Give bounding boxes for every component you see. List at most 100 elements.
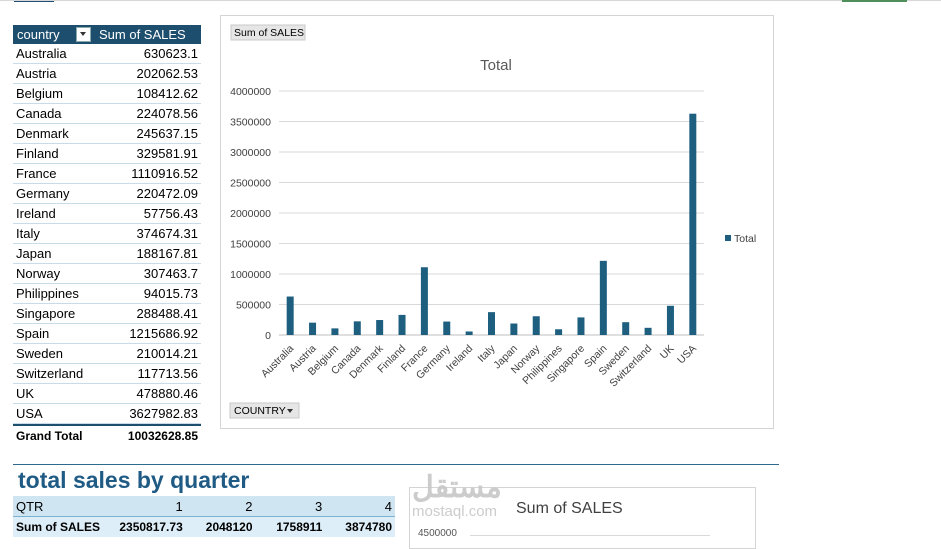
- sales-cell: 57756.43: [143, 206, 198, 221]
- y-tick-label: 3000000: [230, 147, 271, 159]
- bar-italy: [488, 312, 495, 335]
- country-cell: Canada: [16, 106, 62, 121]
- sum-q4: 3874780: [345, 520, 392, 534]
- sales-cell: 307463.7: [143, 266, 198, 281]
- table-row: Austria 202062.53: [13, 64, 201, 84]
- sales-cell: 94015.73: [143, 286, 198, 301]
- watermark-latin: mostaql.com: [412, 503, 498, 520]
- grand-total-row: Grand Total 10032628.85: [13, 424, 201, 445]
- y-tick-label: 1000000: [230, 269, 271, 281]
- top-border: [0, 0, 941, 1]
- qtr-3: 3: [315, 498, 323, 514]
- section-divider: [13, 464, 779, 465]
- bar-austria: [309, 322, 317, 335]
- bar-belgium: [331, 328, 339, 335]
- table-row: Canada 224078.56: [13, 104, 201, 124]
- bar-germany: [443, 321, 451, 335]
- sales-cell: 220472.09: [136, 186, 198, 201]
- bar-uk: [666, 305, 674, 335]
- sales-cell: 1110916.52: [131, 166, 198, 181]
- table-row: USA 3627982.83: [13, 404, 201, 424]
- bar-sweden: [622, 322, 630, 335]
- sales-cell: 478880.46: [136, 386, 198, 401]
- country-cell: Norway: [16, 266, 61, 281]
- pivot-chart[interactable]: Sum of SALES Total 0 500000 1000000 1500000 20…: [220, 15, 774, 429]
- y-tick-label: 2000000: [230, 208, 271, 220]
- table-row: Japan 188167.81: [13, 244, 201, 264]
- table-row: Singapore 288488.41: [13, 304, 201, 324]
- y-tick-label: 1500000: [230, 239, 271, 251]
- y-tick-label: 500000: [236, 300, 271, 312]
- qtr-1: 1: [175, 498, 183, 514]
- qtr-label: QTR: [16, 498, 44, 514]
- bar-usa: [689, 113, 697, 335]
- x-tick-label: UK: [658, 343, 677, 362]
- country-field-button[interactable]: [229, 402, 300, 419]
- table-row: Philippines 94015.73: [13, 284, 201, 304]
- quarter-chart-tick: 4500000: [418, 528, 457, 539]
- country-cell: Australia: [16, 46, 67, 61]
- quarter-sum-row: Sum of SALES 2350817.73 2048120 1758911 …: [13, 517, 395, 537]
- y-tick-label: 4000000: [230, 86, 271, 98]
- y-tick-label: 0: [265, 330, 271, 342]
- sum-q2: 2048120: [205, 520, 253, 534]
- qtr-4: 4: [384, 498, 392, 514]
- bar-france: [420, 267, 428, 335]
- bar-switzerland: [644, 327, 652, 335]
- country-cell: France: [16, 166, 57, 181]
- sum-q1: 2350817.73: [119, 520, 183, 534]
- legend-swatch: [725, 235, 731, 241]
- table-row: Denmark 245637.15: [13, 124, 201, 144]
- country-cell: Finland: [16, 146, 59, 161]
- y-tick-label: 2500000: [230, 178, 271, 190]
- country-cell: Singapore: [16, 306, 76, 321]
- x-tick-label: USA: [675, 343, 699, 367]
- sales-cell: 210014.21: [136, 346, 198, 361]
- sales-cell: 117713.56: [137, 366, 199, 381]
- watermark-arabic: مستقل: [412, 471, 502, 504]
- bar-japan: [510, 323, 518, 335]
- chart-svg: Sum of SALES Total 0 500000 1000000 1500000 20…: [229, 24, 756, 419]
- chart-title: Total: [480, 57, 512, 74]
- pivot-header: country Sum of SALES: [13, 25, 201, 44]
- table-row: Australia 630623.1: [13, 44, 201, 64]
- country-header-label: country: [17, 27, 60, 42]
- country-cell: Ireland: [16, 206, 56, 221]
- clipped-title-underline: [14, 0, 54, 2]
- table-row: Switzerland 117713.56: [13, 364, 201, 384]
- sales-cell: 1215686.92: [129, 326, 198, 341]
- filter-dropdown-icon[interactable]: [76, 27, 91, 42]
- qtr-2: 2: [245, 498, 253, 514]
- quarter-header-row: QTR 1 2 3 4: [13, 496, 395, 517]
- table-row: UK 478880.46: [13, 384, 201, 404]
- country-cell: Spain: [16, 326, 50, 341]
- grand-total-label: Grand Total: [16, 428, 83, 443]
- sales-cell: 108412.62: [136, 86, 198, 101]
- clipped-shape: [842, 0, 907, 2]
- sales-cell: 245637.15: [136, 126, 198, 141]
- sales-cell: 202062.53: [136, 66, 198, 81]
- country-cell: Philippines: [16, 286, 79, 301]
- quarter-table: QTR 1 2 3 4 Sum of SALES 2350817.73 2048…: [13, 496, 395, 537]
- table-row: Spain 1215686.92: [13, 324, 201, 344]
- table-row: Finland 329581.91: [13, 144, 201, 164]
- bar-spain: [599, 260, 607, 335]
- table-row: Belgium 108412.62: [13, 84, 201, 104]
- country-cell: Sweden: [16, 346, 63, 361]
- bar-australia: [286, 296, 294, 335]
- table-row: Ireland 57756.43: [13, 204, 201, 224]
- country-cell: Germany: [16, 186, 70, 201]
- quarter-chart-title: Sum of SALES: [516, 500, 623, 517]
- sales-cell: 224078.56: [136, 106, 198, 121]
- grand-total-value: 10032628.85: [127, 428, 198, 443]
- sum-label: Sum of SALES: [16, 520, 101, 534]
- country-header[interactable]: country: [13, 27, 93, 42]
- table-row: Norway 307463.7: [13, 264, 201, 284]
- country-cell: Denmark: [16, 126, 69, 141]
- legend-label: Total: [734, 233, 756, 245]
- sum-header: Sum of SALES: [99, 27, 186, 42]
- y-tick-label: 3500000: [230, 117, 271, 129]
- sum-of-sales-field-button[interactable]: [230, 24, 306, 41]
- pivot-rows: Australia 630623.1 Austria 202062.53 Belgium…: [13, 44, 201, 424]
- table-row: Italy 374674.31: [13, 224, 201, 244]
